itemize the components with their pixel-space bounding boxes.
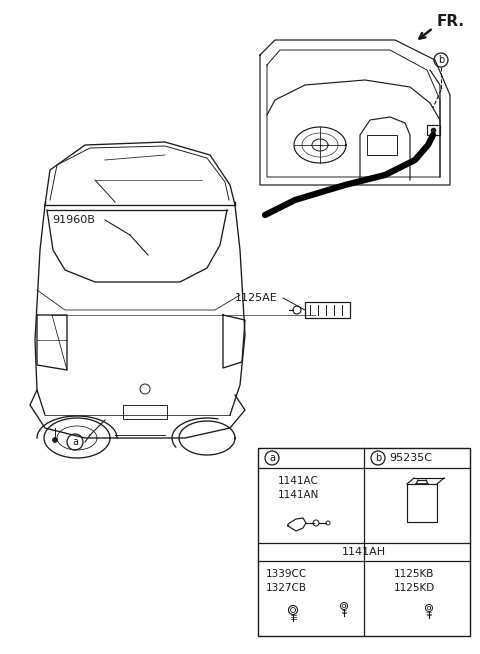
Text: 1125AE: 1125AE [235, 293, 278, 303]
Text: b: b [438, 55, 444, 65]
Text: 95235C: 95235C [389, 453, 432, 463]
Text: 1141AH: 1141AH [342, 547, 386, 557]
Text: a: a [72, 437, 78, 447]
Text: 1339CC
1327CB: 1339CC 1327CB [266, 569, 307, 593]
Text: a: a [269, 453, 275, 463]
Circle shape [52, 438, 58, 443]
Text: b: b [375, 453, 381, 463]
Text: 91960B: 91960B [52, 215, 95, 225]
Text: 1141AC
1141AN: 1141AC 1141AN [278, 476, 319, 500]
Text: FR.: FR. [437, 14, 465, 29]
Text: 1125KB
1125KD: 1125KB 1125KD [394, 569, 435, 593]
